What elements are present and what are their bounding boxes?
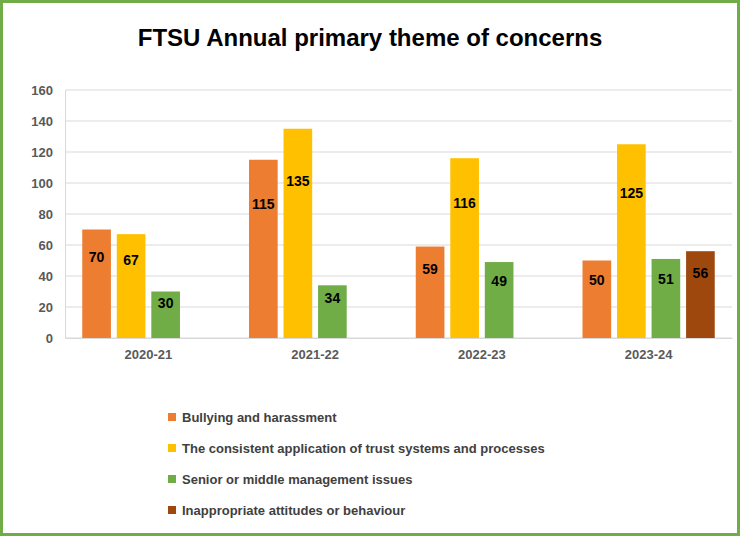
data-label: 116 — [453, 195, 476, 211]
data-label: 59 — [422, 261, 438, 277]
bar — [652, 259, 681, 338]
legend-item: Bullying and harassment — [168, 410, 337, 425]
legend-label: Senior or middle management issues — [182, 472, 412, 487]
y-tick-label: 40 — [39, 269, 53, 284]
y-axis: 0 20 40 60 80 100 120 140 160 — [31, 83, 65, 346]
data-label: 51 — [658, 271, 674, 287]
legend-item: Senior or middle management issues — [168, 472, 412, 487]
x-tick: 2020-21 — [125, 338, 173, 362]
data-label: 49 — [491, 273, 507, 289]
y-axis-line — [65, 91, 66, 339]
bars — [82, 129, 714, 338]
frame — [2, 2, 739, 535]
legend-label: Bullying and harassment — [182, 410, 337, 425]
data-label: 34 — [325, 290, 341, 306]
data-label: 67 — [123, 252, 139, 268]
y-tick-label: 100 — [31, 176, 53, 191]
bar — [416, 247, 445, 338]
bar — [617, 144, 646, 338]
legend-item: Inappropriate attitudes or behaviour — [168, 503, 405, 518]
bar — [318, 285, 347, 338]
y-tick-label: 140 — [31, 114, 53, 129]
x-tick-label: 2022-23 — [458, 347, 506, 362]
bar — [82, 230, 111, 339]
bar — [249, 160, 278, 338]
data-label: 50 — [589, 272, 605, 288]
y-tick-label: 60 — [39, 238, 53, 253]
y-tick-label: 20 — [39, 300, 53, 315]
data-label: 135 — [286, 173, 310, 189]
legend-swatch — [168, 444, 176, 452]
bar — [450, 158, 479, 338]
grid-line — [65, 121, 732, 122]
bar — [284, 129, 313, 338]
legend: Bullying and harassment The consistent ap… — [168, 410, 545, 518]
data-label: 70 — [89, 249, 105, 265]
x-tick-label: 2023-24 — [625, 347, 673, 362]
y-tick: 100 — [31, 176, 65, 191]
y-tick: 140 — [31, 114, 65, 129]
y-tick: 160 — [31, 83, 65, 98]
bar — [686, 251, 715, 338]
data-label: 30 — [158, 295, 174, 311]
legend-label: The consistent application of trust syst… — [182, 441, 545, 456]
grid — [65, 90, 732, 338]
data-label: 56 — [693, 265, 709, 281]
x-tick: 2021-22 — [291, 338, 339, 362]
legend-item: The consistent application of trust syst… — [168, 441, 545, 456]
bar — [485, 262, 514, 338]
y-tick: 40 — [39, 269, 65, 284]
legend-label: Inappropriate attitudes or behaviour — [182, 503, 405, 518]
x-tick: 2022-23 — [458, 338, 506, 362]
data-label: 115 — [252, 196, 275, 212]
x-axis: 2020-21 2021-22 2022-23 2023-24 — [66, 338, 733, 362]
bar — [151, 292, 180, 339]
legend-swatch — [168, 413, 176, 421]
x-axis-line — [66, 338, 733, 339]
y-tick: 20 — [39, 300, 65, 315]
x-tick-label: 2021-22 — [291, 347, 339, 362]
y-tick-label: 80 — [39, 207, 53, 222]
chart: FTSU Annual primary theme of concerns 0 20… — [0, 0, 740, 536]
y-tick-label: 120 — [31, 145, 53, 160]
y-tick-label: 0 — [46, 331, 53, 346]
y-tick: 120 — [31, 145, 65, 160]
x-tick: 2023-24 — [625, 338, 673, 362]
data-labels: 70 115 59 50 67 135 116 125 30 34 49 51 56 — [89, 173, 709, 311]
grid-line — [65, 90, 732, 91]
title: FTSU Annual primary theme of concerns — [138, 24, 603, 51]
y-tick-label: 160 — [31, 83, 53, 98]
bar — [583, 261, 612, 339]
legend-swatch — [168, 475, 176, 483]
data-label: 125 — [620, 185, 644, 201]
bar — [117, 234, 146, 338]
y-tick: 0 — [46, 331, 65, 346]
x-tick-label: 2020-21 — [125, 347, 173, 362]
y-tick: 80 — [39, 207, 65, 222]
y-tick: 60 — [39, 238, 65, 253]
legend-swatch — [168, 506, 176, 514]
